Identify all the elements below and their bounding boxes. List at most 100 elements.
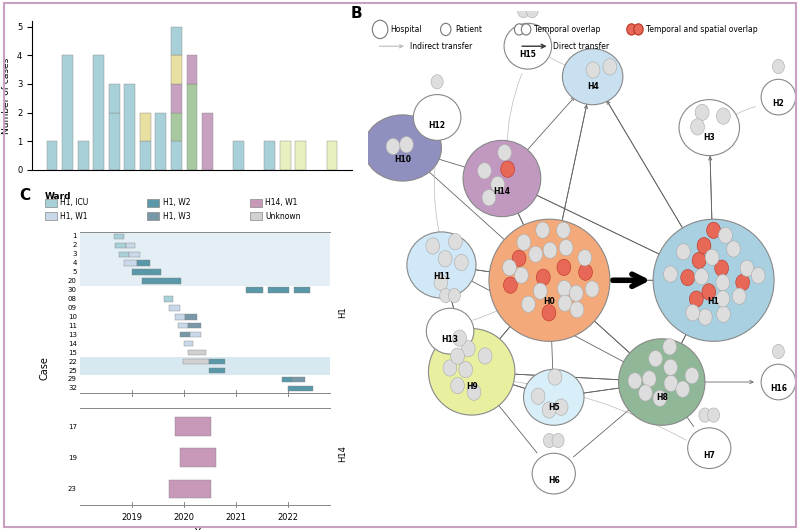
Bar [164,296,173,302]
Text: B: B [350,5,362,21]
Ellipse shape [426,308,474,354]
Text: 10: 10 [68,314,77,320]
Bar [147,199,159,207]
Bar [119,252,130,257]
Circle shape [501,161,514,178]
Text: 11: 11 [68,323,77,329]
Bar [202,112,213,170]
Text: H14: H14 [338,445,347,462]
Text: 22: 22 [68,359,77,365]
Circle shape [559,240,573,256]
Circle shape [536,222,550,238]
Bar [190,332,201,338]
Circle shape [542,402,556,418]
Bar [178,323,188,329]
Text: H7: H7 [703,451,715,460]
Circle shape [681,269,694,286]
Bar [186,84,198,170]
Circle shape [440,288,452,303]
Ellipse shape [489,219,610,341]
Circle shape [736,275,750,290]
Bar [294,287,310,293]
Bar [94,56,104,170]
Text: Indirect transfer: Indirect transfer [410,42,473,51]
Circle shape [707,408,720,422]
Bar [137,261,150,266]
Text: Patient: Patient [455,25,482,34]
Circle shape [518,4,530,17]
Text: 2021: 2021 [226,513,246,522]
Text: H1, ICU: H1, ICU [60,198,89,207]
Circle shape [453,330,466,346]
Bar [292,377,305,382]
Circle shape [586,62,600,78]
Bar [171,112,182,141]
Ellipse shape [761,80,796,115]
Bar [109,112,120,170]
Text: H9: H9 [466,383,478,392]
Bar [171,56,182,84]
Bar [114,234,124,239]
Circle shape [664,375,678,392]
Bar [45,199,57,207]
Circle shape [628,373,642,389]
Text: H14: H14 [494,188,510,196]
Bar [174,417,211,436]
Text: 2020: 2020 [174,513,194,522]
Circle shape [557,222,570,238]
Ellipse shape [653,219,774,341]
Circle shape [716,290,730,307]
Bar [188,350,206,355]
Circle shape [677,244,690,260]
Text: 23: 23 [68,486,77,492]
Text: 2022: 2022 [278,513,298,522]
Text: H1: H1 [708,297,719,306]
Bar [326,141,338,170]
Circle shape [690,291,703,307]
Bar [170,305,180,311]
Bar [180,448,216,467]
Circle shape [732,288,746,304]
Circle shape [531,388,545,404]
Ellipse shape [463,140,541,217]
Circle shape [526,4,538,17]
Circle shape [740,260,754,277]
Circle shape [718,227,732,243]
Text: Direct transfer: Direct transfer [553,42,609,51]
Text: Ward: Ward [45,192,71,201]
Bar [142,278,182,284]
Circle shape [431,75,443,89]
Circle shape [399,137,414,153]
Bar [62,56,73,170]
Text: 1: 1 [72,233,77,240]
Circle shape [706,222,721,238]
Bar [186,56,198,84]
Ellipse shape [761,364,796,400]
Circle shape [514,24,524,35]
Circle shape [751,268,765,284]
Circle shape [772,59,785,74]
Text: H1, W1: H1, W1 [60,211,88,220]
Circle shape [634,24,643,35]
Bar [264,141,275,170]
Circle shape [695,104,709,120]
Text: H15: H15 [519,50,536,59]
Text: H16: H16 [770,384,787,393]
Bar [174,314,185,320]
Text: 17: 17 [68,423,77,430]
Circle shape [570,302,584,318]
Circle shape [558,280,571,297]
Bar [180,332,190,338]
Bar [209,368,225,373]
Ellipse shape [407,232,476,298]
Circle shape [570,285,583,302]
Bar [109,84,120,112]
Text: H13: H13 [442,334,458,343]
Text: H2: H2 [773,99,784,108]
Text: H1, W3: H1, W3 [162,211,190,220]
Ellipse shape [532,453,575,494]
Circle shape [772,344,785,359]
Text: 14: 14 [68,341,77,347]
Bar [188,323,201,329]
Bar [184,341,194,347]
